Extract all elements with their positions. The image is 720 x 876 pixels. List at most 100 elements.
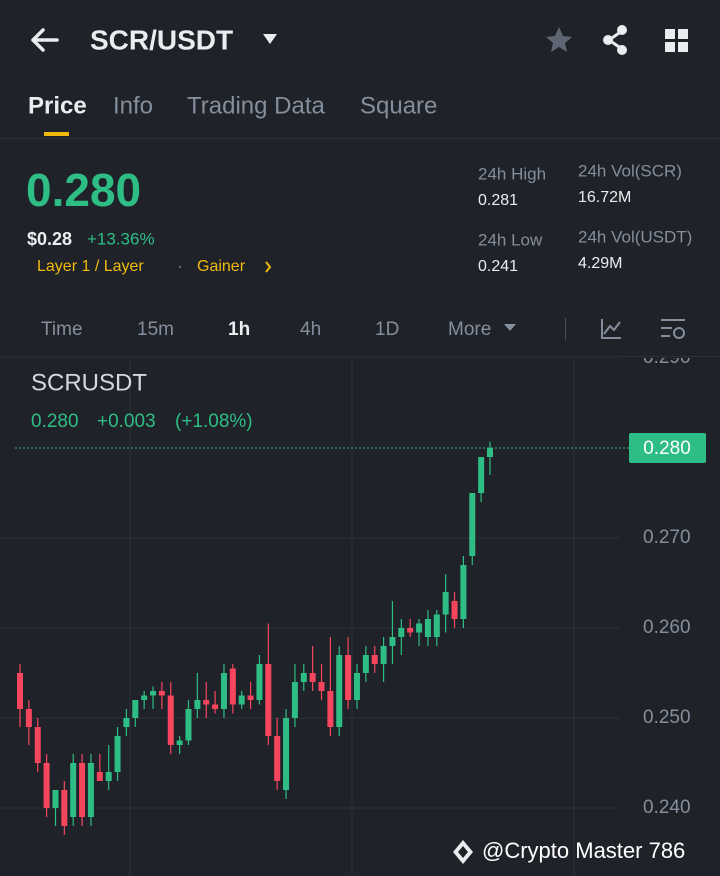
candle-body	[105, 772, 112, 781]
candle-body	[345, 655, 352, 700]
candle-body	[25, 709, 32, 727]
fiat-price: $0.28	[27, 229, 72, 249]
candle-body	[176, 740, 183, 745]
candle-body	[380, 646, 387, 664]
candle-body	[353, 673, 360, 700]
y-tick-label: 0.250	[643, 707, 691, 728]
y-tick-label: 0.260	[643, 617, 691, 638]
back-button[interactable]	[31, 28, 59, 52]
stat-value: 0.281	[478, 192, 518, 209]
legend-change: +0.003	[97, 411, 156, 432]
candle-body	[274, 736, 281, 781]
grid-menu[interactable]	[665, 29, 688, 52]
candle-body	[433, 614, 440, 637]
stat-value: 16.72M	[578, 189, 631, 206]
interval[interactable]: 1D	[375, 319, 399, 340]
stat-label: 24h Vol(SCR)	[578, 161, 682, 180]
settings-button[interactable]	[661, 319, 685, 339]
candle-body	[265, 664, 272, 736]
candle-body	[132, 700, 139, 718]
candle-body	[389, 637, 396, 646]
last-price-tag-label: 0.280	[643, 438, 691, 459]
candle-body	[460, 565, 467, 619]
candle-body	[96, 772, 103, 781]
candle-body	[185, 709, 192, 741]
candle-body	[247, 695, 254, 700]
stat-value: 4.29M	[578, 255, 622, 272]
tag-separator	[178, 265, 182, 269]
candle-body	[70, 763, 77, 817]
candle-body	[61, 790, 68, 826]
watermark-text: @Crypto Master 786	[482, 838, 685, 863]
candle-body	[17, 673, 23, 709]
favorite-star[interactable]	[546, 27, 572, 52]
watermark: @Crypto Master 786	[453, 838, 685, 864]
candle-body	[34, 727, 41, 763]
candle-body	[212, 704, 219, 709]
price-change: +13.36%	[87, 229, 155, 248]
candle-body	[167, 695, 174, 745]
share-button[interactable]	[603, 25, 627, 55]
stat-label: 24h Vol(USDT)	[578, 227, 692, 246]
tag[interactable]: Layer 1 / Layer	[37, 258, 144, 275]
tab[interactable]: Trading Data	[187, 92, 326, 119]
interval[interactable]: Time	[41, 319, 83, 340]
candle-body	[79, 763, 86, 817]
tab-active[interactable]: Price	[28, 92, 87, 119]
y-tick-label: 0.290	[643, 347, 691, 368]
candle-body	[336, 655, 343, 727]
legend-price: 0.280	[31, 411, 79, 432]
candle-body	[362, 655, 369, 673]
candle-body	[309, 673, 316, 682]
more-caret[interactable]	[504, 324, 516, 331]
candle-body	[371, 655, 378, 664]
tag[interactable]: Gainer	[197, 258, 246, 275]
interval[interactable]: 4h	[300, 319, 321, 340]
interval[interactable]: More	[448, 319, 491, 340]
divider	[565, 318, 566, 340]
candle-body	[451, 601, 458, 619]
tab[interactable]: Info	[113, 92, 153, 119]
candle-body	[469, 493, 476, 556]
candle-body	[291, 682, 298, 718]
divider	[0, 138, 720, 139]
candle-body	[327, 691, 334, 727]
watermark-logo	[453, 840, 473, 864]
y-tick-label: 0.240	[643, 797, 691, 818]
candle-body	[416, 623, 423, 633]
chart: 0.240 0.250 0.260 0.270 0.290 0.280 SCRUSDT 0…	[0, 347, 706, 876]
candle-body	[318, 682, 325, 691]
tab-indicator	[44, 132, 69, 136]
stat-label: 24h High	[478, 164, 546, 183]
interval[interactable]: 15m	[137, 319, 174, 340]
candle-body	[238, 695, 245, 705]
pair-title[interactable]: SCR/USDT	[90, 24, 233, 55]
candle-body	[407, 628, 414, 633]
legend-percent: (+1.08%)	[175, 411, 253, 432]
interval-active[interactable]: 1h	[228, 319, 250, 340]
candle-body	[150, 691, 157, 696]
candle-body	[114, 736, 121, 772]
candle-body	[442, 592, 449, 615]
candle-body	[424, 619, 431, 637]
pair-dropdown[interactable]	[263, 34, 277, 44]
candle-body	[87, 763, 94, 817]
candle-body	[220, 673, 227, 709]
tag-arrow	[265, 261, 272, 273]
candle-body	[300, 673, 307, 682]
tab[interactable]: Square	[360, 92, 437, 119]
candle-body	[256, 664, 263, 700]
last-price: 0.280	[26, 164, 141, 216]
y-tick-label: 0.270	[643, 527, 691, 548]
candle-body	[203, 700, 210, 705]
divider	[0, 356, 720, 357]
candle-body	[123, 718, 130, 727]
candle-body	[52, 790, 59, 808]
stat-value: 0.241	[478, 258, 518, 275]
indicator-button[interactable]	[601, 319, 621, 339]
stat-label: 24h Low	[478, 230, 543, 249]
candle-body	[229, 668, 236, 705]
